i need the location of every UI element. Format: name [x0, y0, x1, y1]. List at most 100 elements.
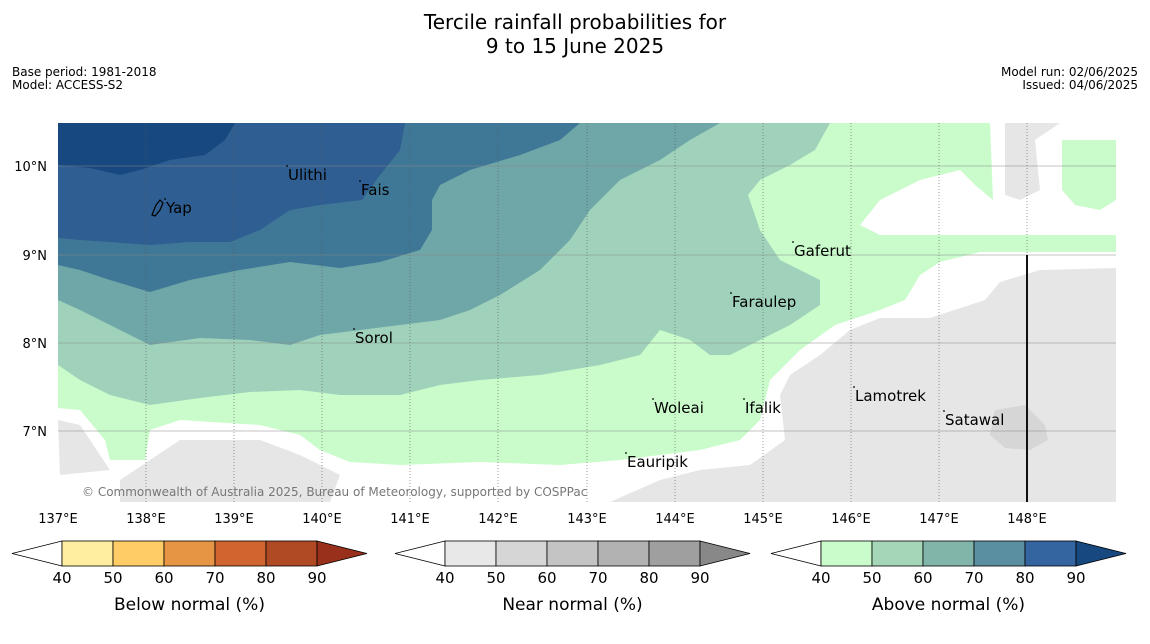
yap-island-outline [151, 199, 164, 217]
map-title-line1: Tercile rainfall probabilities for [423, 10, 727, 34]
longitude-label: 146°E [831, 512, 871, 527]
colorbar-extend-low [770, 540, 822, 567]
place-marker [853, 386, 855, 388]
colorbar-tick-label: 40 [811, 569, 830, 587]
place-marker [652, 398, 654, 400]
colorbar-segment [922, 540, 975, 567]
colorbar-tick-label: 40 [52, 569, 71, 587]
above-90-region [58, 123, 235, 175]
latitude-labels: 10°N 9°N 8°N 7°N [14, 160, 47, 440]
colorbar-tick-label: 80 [1015, 569, 1034, 587]
place-marker [286, 165, 288, 167]
colorbar-tick-label: 60 [154, 569, 173, 587]
colorbars: 40 50 60 70 80 90 Below normal (%) 40 50 60 70 80 90… [11, 540, 1127, 615]
colorbar-tick-label: 70 [588, 569, 607, 587]
place-marker [943, 410, 945, 412]
copyright-text: © Commonwealth of Australia 2025, Bureau… [82, 485, 587, 499]
colorbar-tick-label: 90 [690, 569, 709, 587]
longitude-label: 147°E [919, 512, 959, 527]
colorbar-segment [1024, 540, 1077, 567]
colorbar-segment [973, 540, 1026, 567]
latitude-label: 8°N [23, 337, 48, 352]
colorbar-tick-label: 70 [205, 569, 224, 587]
colorbar-segment [214, 540, 267, 567]
place-label: Lamotrek [855, 387, 926, 405]
model-run-text: Model run: 02/06/2025 [1000, 65, 1138, 79]
colorbar-segment [546, 540, 599, 567]
place-label: Gaferut [794, 242, 851, 260]
place-marker [353, 328, 355, 330]
place-marker [359, 180, 361, 182]
near-normal-region-east [610, 268, 1116, 502]
place-marker [164, 198, 166, 200]
colorbar-segment [597, 540, 650, 567]
colorbar-tick-label: 70 [964, 569, 983, 587]
colorbar-extend-low [394, 540, 446, 567]
map-area [58, 123, 1116, 502]
longitude-labels: 137°E 138°E 139°E 140°E 141°E 142°E 143°E 144°E… [38, 512, 1047, 527]
longitude-label: 143°E [567, 512, 607, 527]
colorbar-label: Near normal (%) [502, 595, 642, 615]
colorbar-segment [871, 540, 924, 567]
longitude-label: 140°E [302, 512, 342, 527]
place-label: Woleai [654, 399, 704, 417]
colorbar-tick-label: 60 [537, 569, 556, 587]
above-40-region-northeast [1062, 140, 1116, 210]
map-title-line2: 9 to 15 June 2025 [485, 34, 665, 58]
colorbar-tick-label: 90 [1066, 569, 1085, 587]
colorbar-segment [444, 540, 497, 567]
latitude-label: 10°N [14, 160, 47, 175]
colorbar-tick-label: 80 [256, 569, 275, 587]
latitude-label: 7°N [23, 425, 48, 440]
longitude-label: 141°E [390, 512, 430, 527]
place-label: Faraulep [732, 293, 796, 311]
place-label: Fais [361, 181, 390, 199]
colorbar-tick-label: 60 [913, 569, 932, 587]
colorbar-label: Above normal (%) [872, 595, 1025, 615]
colorbar-extend-low [11, 540, 63, 567]
colorbar-segment [163, 540, 216, 567]
colorbar-tick-label: 40 [435, 569, 454, 587]
colorbar: 40 50 60 70 80 90 Near normal (%) [394, 540, 751, 615]
place-label: Ifalik [745, 399, 781, 417]
base-period-text: Base period: 1981-2018 [12, 65, 157, 79]
near-normal-region-southwest [58, 420, 340, 502]
colorbar-segment [495, 540, 548, 567]
colorbar-extend-high [1075, 540, 1127, 567]
colorbar-tick-label: 80 [639, 569, 658, 587]
colorbar: 40 50 60 70 80 90 Below normal (%) [11, 540, 368, 615]
place-marker [743, 398, 745, 400]
place-marker [625, 452, 627, 454]
issued-text: Issued: 04/06/2025 [1022, 78, 1138, 92]
colorbar-segment [61, 540, 114, 567]
colorbar-extend-high [316, 540, 368, 567]
latitude-label: 9°N [23, 249, 48, 264]
near-normal-region-northeast [1005, 123, 1060, 200]
longitude-label: 148°E [1007, 512, 1047, 527]
near-normal-region-darker [990, 405, 1048, 450]
colorbar-extend-high [699, 540, 751, 567]
colorbar-segment [820, 540, 873, 567]
place-marker [730, 292, 732, 294]
longitude-label: 138°E [126, 512, 166, 527]
longitude-label: 142°E [478, 512, 518, 527]
place-label: Satawal [945, 411, 1004, 429]
place-label: Ulithi [288, 166, 327, 184]
colorbar-segment [648, 540, 701, 567]
longitude-label: 139°E [214, 512, 254, 527]
place-marker [792, 241, 794, 243]
longitude-label: 144°E [655, 512, 695, 527]
place-label: Eauripik [627, 453, 688, 471]
colorbar-tick-label: 90 [307, 569, 326, 587]
longitude-label: 145°E [743, 512, 783, 527]
colorbar-segment [112, 540, 165, 567]
colorbar: 40 50 60 70 80 90 Above normal (%) [770, 540, 1127, 615]
place-label: Yap [165, 199, 192, 217]
colorbar-tick-label: 50 [486, 569, 505, 587]
colorbar-label: Below normal (%) [114, 595, 265, 615]
model-text: Model: ACCESS-S2 [12, 78, 124, 92]
colorbar-tick-label: 50 [103, 569, 122, 587]
colorbar-tick-label: 50 [862, 569, 881, 587]
colorbar-segment [265, 540, 318, 567]
